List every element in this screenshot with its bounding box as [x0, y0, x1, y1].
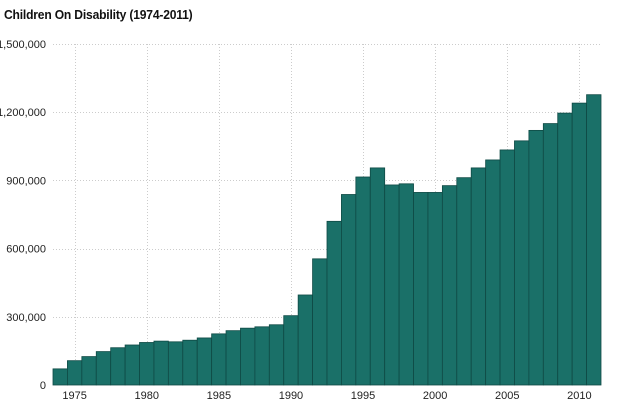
- bar-1996: [369, 167, 386, 386]
- bar-1983: [182, 339, 198, 386]
- bar-1989: [268, 324, 285, 386]
- bar-2002: [456, 177, 472, 386]
- bar-1995: [355, 176, 371, 386]
- bar-1998: [398, 183, 414, 386]
- x-tick-label: 1990: [279, 390, 303, 402]
- y-tick-label: 600,000: [6, 244, 46, 256]
- bar-2009: [557, 112, 573, 386]
- bar-1981: [153, 340, 169, 386]
- x-tick-label: 2005: [495, 390, 519, 402]
- y-tick-label: 1,200,000: [0, 107, 46, 119]
- bar-1978: [110, 347, 126, 386]
- bar-1976: [81, 356, 97, 386]
- y-tick-label: 0: [40, 380, 46, 392]
- bar-1990: [283, 315, 299, 386]
- bar-1979: [124, 344, 140, 386]
- x-tick-label: 1975: [62, 390, 86, 402]
- bar-1984: [196, 337, 213, 386]
- bar-2006: [514, 140, 530, 386]
- x-tick-label: 1985: [207, 390, 231, 402]
- bar-1986: [225, 330, 241, 386]
- bar-1980: [139, 342, 155, 386]
- x-tick-label: 2010: [567, 390, 591, 402]
- bar-1997: [384, 184, 400, 386]
- bar-1994: [341, 194, 357, 386]
- x-tick-label: 1980: [134, 390, 158, 402]
- x-tick-label: 2000: [423, 390, 447, 402]
- bar-1988: [254, 326, 270, 386]
- bar-2003: [470, 167, 487, 386]
- bar-1982: [167, 341, 184, 386]
- bar-2004: [485, 159, 501, 386]
- bar-2001: [441, 185, 458, 386]
- bar-1993: [326, 220, 342, 386]
- bar-1985: [211, 333, 227, 386]
- chart-title: Children On Disability (1974-2011): [4, 7, 193, 22]
- y-tick-label: 300,000: [6, 312, 46, 324]
- bars: [52, 94, 602, 386]
- y-tick-label: 1,500,000: [0, 39, 46, 51]
- bar-1987: [240, 327, 256, 386]
- bar-2000: [427, 192, 443, 386]
- bar-1999: [413, 192, 429, 386]
- bar-2007: [528, 129, 544, 386]
- bar-1992: [312, 258, 328, 386]
- bar-1975: [67, 360, 83, 386]
- bar-2011: [586, 94, 602, 386]
- x-axis-tick-labels: 1975 1980 1985 1990 1995 2000 2005 2010: [62, 390, 591, 402]
- bar-2010: [571, 102, 587, 386]
- bar-1991: [297, 294, 313, 386]
- y-axis-tick-labels: 0 300,000 600,000 900,000 1,200,000 1,500,000: [0, 39, 46, 392]
- y-tick-label: 900,000: [6, 175, 46, 187]
- bar-1977: [95, 351, 112, 386]
- bar-2008: [542, 123, 559, 386]
- x-tick-label: 1995: [351, 390, 375, 402]
- bar-2005: [499, 149, 515, 386]
- bar-1974: [52, 368, 68, 386]
